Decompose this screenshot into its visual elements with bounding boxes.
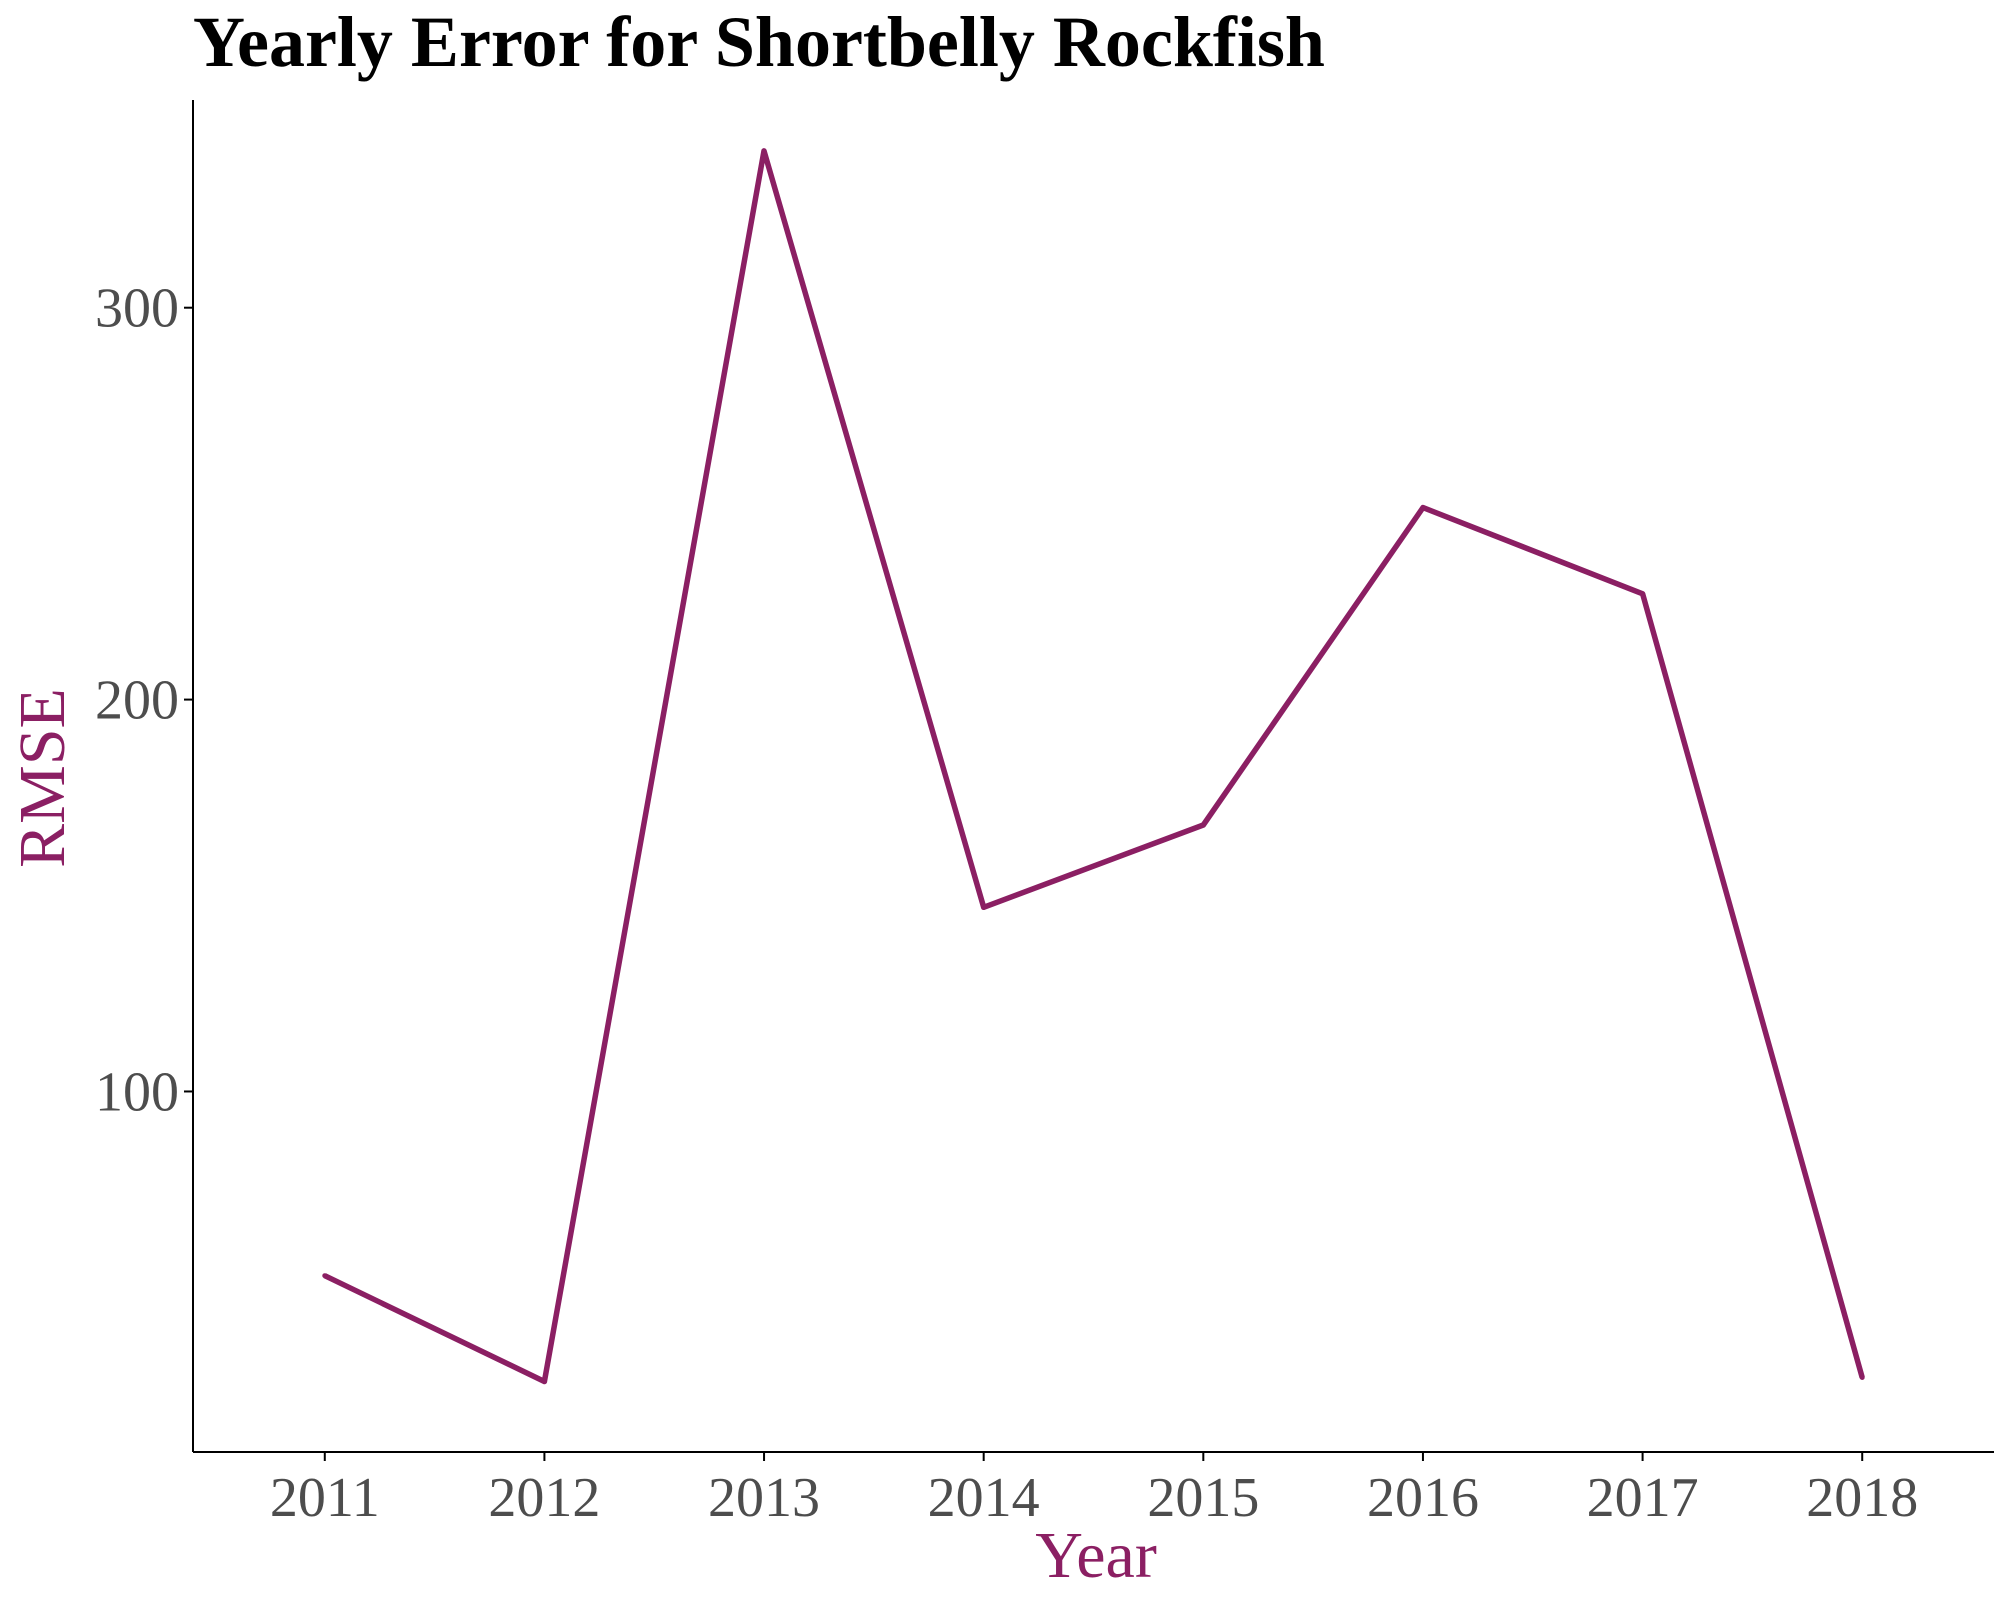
y-axis-ticks: 100 200 300 bbox=[95, 278, 193, 1123]
x-tick-label: 2014 bbox=[928, 1467, 1040, 1529]
chart-title: Yearly Error for Shortbelly Rockfish bbox=[193, 2, 1325, 82]
x-axis-title: Year bbox=[1035, 1519, 1157, 1592]
data-point-2011 bbox=[322, 1273, 328, 1279]
x-tick-label: 2016 bbox=[1367, 1467, 1479, 1529]
data-point-2017 bbox=[1640, 591, 1646, 597]
data-point-2016 bbox=[1420, 505, 1426, 511]
x-tick-label: 2017 bbox=[1587, 1467, 1699, 1529]
x-tick-label: 2013 bbox=[708, 1467, 820, 1529]
x-tick-label: 2018 bbox=[1806, 1467, 1918, 1529]
x-tick-label: 2012 bbox=[488, 1467, 600, 1529]
data-point-2018 bbox=[1859, 1375, 1865, 1380]
data-point-2012 bbox=[541, 1379, 547, 1384]
data-point-2015 bbox=[1200, 822, 1206, 828]
x-tick-label: 2015 bbox=[1147, 1467, 1259, 1529]
series-line bbox=[323, 148, 1865, 1385]
data-point-2013 bbox=[761, 148, 767, 154]
x-axis-ticks: 2011 2012 2013 2014 2015 2016 2017 2018 bbox=[270, 1452, 1918, 1529]
y-axis-title: RMSE bbox=[6, 688, 79, 868]
x-tick-label: 2011 bbox=[270, 1467, 380, 1529]
series-group bbox=[322, 148, 1865, 1385]
y-tick-label: 300 bbox=[95, 278, 179, 340]
y-tick-label: 100 bbox=[95, 1061, 179, 1123]
data-point-2014 bbox=[981, 904, 987, 910]
y-tick-label: 200 bbox=[95, 670, 179, 732]
